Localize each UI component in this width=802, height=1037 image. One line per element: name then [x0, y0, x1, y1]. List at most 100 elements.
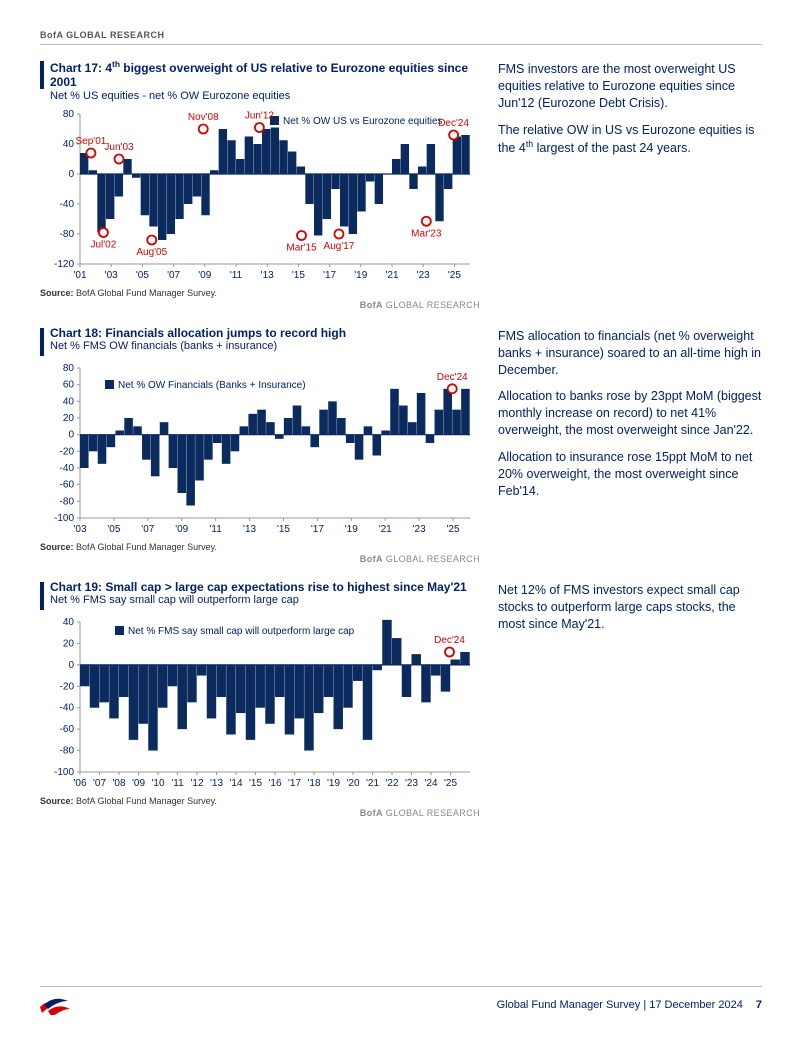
svg-text:-80: -80: [60, 496, 75, 507]
svg-text:-100: -100: [54, 767, 74, 778]
svg-text:'19: '19: [354, 270, 367, 281]
svg-text:'19: '19: [345, 524, 358, 535]
chart18-plot: -100-80-60-40-20020406080'03'05'07'09'11…: [40, 358, 480, 538]
svg-text:40: 40: [63, 139, 75, 150]
svg-text:Jul'02: Jul'02: [90, 239, 116, 250]
svg-text:'09: '09: [198, 270, 211, 281]
chart-source: Source: BofA Global Fund Manager Survey.: [40, 288, 480, 298]
svg-text:Dec'24: Dec'24: [438, 118, 469, 129]
svg-text:0: 0: [68, 429, 74, 440]
commentary-paragraph: Allocation to banks rose by 23ppt MoM (b…: [498, 388, 762, 439]
chart17-plot: -120-80-4004080'01'03'05'07'09'11'13'15'…: [40, 104, 480, 284]
svg-text:0: 0: [68, 660, 74, 671]
svg-text:Net % OW Financials (Banks + I: Net % OW Financials (Banks + Insurance): [118, 380, 306, 391]
svg-text:'07: '07: [93, 778, 106, 789]
svg-text:'01: '01: [73, 270, 86, 281]
footer-title: Global Fund Manager Survey: [497, 999, 641, 1011]
svg-text:-40: -40: [60, 199, 75, 210]
svg-text:'21: '21: [366, 778, 379, 789]
svg-text:Nov'08: Nov'08: [188, 112, 219, 123]
svg-text:60: 60: [63, 379, 75, 390]
svg-text:40: 40: [63, 396, 75, 407]
svg-text:40: 40: [63, 617, 75, 628]
svg-text:'22: '22: [385, 778, 398, 789]
chart-watermark: BofA GLOBAL RESEARCH: [40, 300, 480, 310]
svg-text:-60: -60: [60, 479, 75, 490]
svg-text:'23: '23: [413, 524, 426, 535]
chart-subtitle: Net % FMS say small cap will outperform …: [50, 594, 467, 606]
chart18-section: Chart 18: Financials allocation jumps to…: [40, 326, 762, 570]
title-accent-bar: [40, 61, 44, 89]
svg-text:'05: '05: [136, 270, 149, 281]
svg-text:-100: -100: [54, 513, 74, 524]
svg-text:80: 80: [63, 109, 75, 120]
chart-source: Source: BofA Global Fund Manager Survey.: [40, 542, 480, 552]
svg-text:-40: -40: [60, 463, 75, 474]
svg-text:-60: -60: [60, 724, 75, 735]
svg-text:'13: '13: [261, 270, 274, 281]
chart-title: Chart 18: Financials allocation jumps to…: [50, 326, 346, 340]
chart-title: Chart 17: 4th biggest overweight of US r…: [50, 59, 480, 90]
chart17-section: Chart 17: 4th biggest overweight of US r…: [40, 59, 762, 316]
svg-text:-80: -80: [60, 745, 75, 756]
svg-text:'15: '15: [249, 778, 262, 789]
chart-watermark: BofA GLOBAL RESEARCH: [40, 554, 480, 564]
svg-text:'16: '16: [268, 778, 281, 789]
svg-text:'15: '15: [277, 524, 290, 535]
svg-text:Mar'15: Mar'15: [286, 242, 317, 253]
chart18-commentary: FMS allocation to financials (net % over…: [498, 326, 762, 570]
svg-text:'17: '17: [288, 778, 301, 789]
svg-text:Dec'24: Dec'24: [437, 372, 468, 383]
footer-date: 17 December 2024: [649, 999, 743, 1011]
svg-text:Jun'12: Jun'12: [245, 110, 275, 121]
svg-text:Aug'05: Aug'05: [136, 247, 167, 258]
chart19-section: Chart 19: Small cap > large cap expectat…: [40, 580, 762, 824]
svg-text:'14: '14: [229, 778, 242, 789]
svg-text:-80: -80: [60, 229, 75, 240]
svg-text:'12: '12: [190, 778, 203, 789]
svg-text:'13: '13: [210, 778, 223, 789]
bofa-logo-icon: [40, 995, 70, 1015]
svg-text:'11: '11: [210, 524, 223, 535]
svg-text:'24: '24: [424, 778, 437, 789]
svg-text:'11: '11: [230, 270, 243, 281]
chart-source: Source: BofA Global Fund Manager Survey.: [40, 796, 480, 806]
svg-text:'07: '07: [141, 524, 154, 535]
svg-text:'20: '20: [346, 778, 359, 789]
svg-text:-40: -40: [60, 702, 75, 713]
svg-text:'21: '21: [379, 524, 392, 535]
svg-text:'19: '19: [327, 778, 340, 789]
chart-watermark: BofA GLOBAL RESEARCH: [40, 808, 480, 818]
svg-text:'25: '25: [444, 778, 457, 789]
title-accent-bar: [40, 328, 44, 356]
svg-text:0: 0: [68, 169, 74, 180]
commentary-paragraph: Allocation to insurance rose 15ppt MoM t…: [498, 449, 762, 500]
svg-text:'11: '11: [171, 778, 184, 789]
chart-subtitle: Net % US equities - net % OW Eurozone eq…: [50, 90, 480, 102]
svg-text:-20: -20: [60, 446, 75, 457]
svg-text:'07: '07: [167, 270, 180, 281]
svg-text:'03: '03: [105, 270, 118, 281]
chart-subtitle: Net % FMS OW financials (banks + insuran…: [50, 340, 346, 352]
svg-text:Aug'17: Aug'17: [324, 241, 355, 252]
svg-text:'17: '17: [311, 524, 324, 535]
svg-text:'23: '23: [405, 778, 418, 789]
svg-text:'25: '25: [447, 524, 460, 535]
page-number: 7: [756, 999, 762, 1011]
svg-text:Sep'01: Sep'01: [76, 136, 107, 147]
svg-text:'18: '18: [307, 778, 320, 789]
commentary-paragraph: The relative OW in US vs Eurozone equiti…: [498, 122, 762, 157]
svg-text:20: 20: [63, 638, 75, 649]
page-header: BofA GLOBAL RESEARCH: [40, 30, 762, 45]
svg-text:Mar'23: Mar'23: [411, 228, 442, 239]
chart19-plot: -100-80-60-40-2002040'06'07'08'09'10'11'…: [40, 612, 480, 792]
svg-text:'09: '09: [132, 778, 145, 789]
svg-text:Net % FMS say small cap will o: Net % FMS say small cap will outperform …: [128, 626, 355, 637]
svg-text:'23: '23: [417, 270, 430, 281]
svg-text:Dec'24: Dec'24: [434, 635, 465, 646]
svg-text:'25: '25: [448, 270, 461, 281]
svg-text:'08: '08: [112, 778, 125, 789]
svg-text:-120: -120: [54, 259, 74, 270]
chart-title: Chart 19: Small cap > large cap expectat…: [50, 580, 467, 594]
svg-text:'03: '03: [73, 524, 86, 535]
